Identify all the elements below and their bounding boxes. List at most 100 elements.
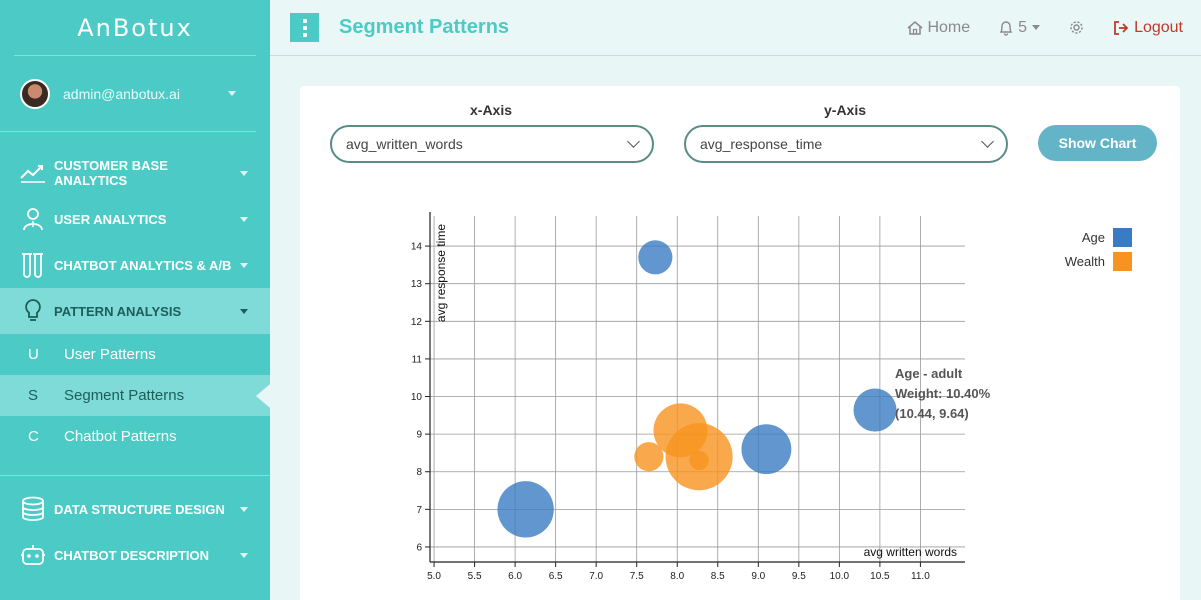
chevron-down-icon xyxy=(228,91,236,96)
dot-icon xyxy=(302,25,307,30)
chevron-down-icon xyxy=(627,135,640,148)
page-title: Segment Patterns xyxy=(339,16,510,38)
tooltip-title: Age - adult xyxy=(895,366,963,381)
subnav-label: Chatbot Patterns xyxy=(64,428,177,445)
dot-icon xyxy=(302,18,307,23)
x-tick-label: 11.0 xyxy=(911,571,930,582)
y-axis-select[interactable]: avg_response_time xyxy=(684,125,1008,163)
nav-label: CUSTOMER BASE ANALYTICS xyxy=(54,158,168,188)
subnav-label: Segment Patterns xyxy=(64,387,185,404)
nav-customer-base-analytics[interactable]: CUSTOMER BASE ANALYTICS xyxy=(0,150,270,196)
user-menu[interactable]: admin@anbotux.ai xyxy=(0,56,256,132)
subnav-chatbot-patterns[interactable]: C Chatbot Patterns xyxy=(0,416,270,457)
chevron-down-icon xyxy=(981,135,994,148)
menu-toggle-button[interactable] xyxy=(290,13,319,42)
subnav-segment-patterns[interactable]: S Segment Patterns xyxy=(0,375,270,416)
age-bubble xyxy=(853,388,897,432)
home-icon xyxy=(907,20,923,35)
x-tick-label: 10.5 xyxy=(870,571,890,582)
x-tick-label: 5.5 xyxy=(468,571,482,582)
x-tick-label: 6.5 xyxy=(549,571,563,582)
age-bubble xyxy=(638,240,673,275)
y-axis-title: avg response time xyxy=(434,224,448,322)
y-tick-label: 9 xyxy=(416,430,422,441)
chart-legend: Age Wealth xyxy=(1065,225,1132,273)
top-header: Segment Patterns Home 5 Logout xyxy=(270,0,1201,56)
chart-axes: 5.0 5.5 6.0 6.5 7.0 7.5 8.0 8.5 9.0 9.5 10.0 10.5 11… xyxy=(411,212,965,582)
wealth-bubble xyxy=(634,442,664,472)
x-tick-label: 5.0 xyxy=(427,571,441,582)
nav-pattern-analysis[interactable]: PATTERN ANALYSIS xyxy=(0,288,270,334)
y-tick-label: 13 xyxy=(411,279,423,290)
x-tick-label: 10.0 xyxy=(830,571,850,582)
x-tick-label: 8.0 xyxy=(670,571,684,582)
database-icon xyxy=(20,496,46,522)
chart-card: x-Axis y-Axis avg_written_words avg_resp… xyxy=(300,86,1180,600)
legend-swatch xyxy=(1113,251,1132,271)
y-tick-label: 12 xyxy=(411,317,423,328)
tooltip-coords: (10.44, 9.64) xyxy=(895,406,969,421)
home-label: Home xyxy=(927,18,971,36)
nav-user-analytics[interactable]: USER ANALYTICS xyxy=(0,196,270,242)
chevron-down-icon xyxy=(240,506,248,512)
age-bubble xyxy=(497,481,554,538)
subnav-letter: U xyxy=(28,346,39,363)
nav-chatbot-description[interactable]: CHATBOT DESCRIPTION xyxy=(0,532,270,578)
sub-nav: U User Patterns S Segment Patterns C Cha… xyxy=(0,334,270,457)
x-axis-title: avg written words xyxy=(864,545,957,559)
subnav-label: User Patterns xyxy=(64,346,156,363)
logout-label: Logout xyxy=(1134,18,1183,36)
x-tick-label: 8.5 xyxy=(711,571,725,582)
legend-item-wealth[interactable]: Wealth xyxy=(1065,249,1132,273)
x-tick-label: 6.0 xyxy=(508,571,522,582)
y-tick-label: 14 xyxy=(411,242,423,253)
chevron-down-icon xyxy=(240,262,248,268)
brand-logo: AnBotux xyxy=(14,0,256,56)
nav-label: CHATBOT DESCRIPTION xyxy=(54,547,210,563)
legend-item-age[interactable]: Age xyxy=(1065,225,1132,249)
logout-link[interactable]: Logout xyxy=(1113,19,1183,37)
settings-button[interactable] xyxy=(1068,19,1085,36)
x-axis-select[interactable]: avg_written_words xyxy=(330,125,654,163)
subnav-letter: C xyxy=(28,428,39,445)
x-axis-select-label: x-Axis xyxy=(470,102,513,118)
logout-icon xyxy=(1114,20,1129,35)
subnav-letter: S xyxy=(28,387,39,404)
x-tick-label: 7.5 xyxy=(630,571,644,582)
legend-label: Age xyxy=(1081,229,1105,245)
flask-icon xyxy=(20,252,46,278)
chevron-down-icon xyxy=(240,552,248,558)
x-tick-label: 7.0 xyxy=(589,571,603,582)
y-tick-label: 8 xyxy=(416,467,422,478)
gear-icon xyxy=(1070,21,1083,34)
bell-icon xyxy=(1000,20,1013,36)
chevron-down-icon xyxy=(240,216,248,222)
y-tick-label: 6 xyxy=(416,542,422,553)
notification-count: 5 xyxy=(1018,18,1028,36)
wealth-bubble xyxy=(689,450,709,471)
nav-label: DATA STRUCTURE DESIGN xyxy=(54,501,225,517)
user-email: admin@anbotux.ai xyxy=(63,85,180,102)
chevron-down-icon xyxy=(1032,25,1041,30)
chart-tooltip: Age - adult Weight: 10.40% (10.44, 9.64) xyxy=(895,366,991,421)
sidebar: AnBotux admin@anbotux.ai CUSTOMER BASE A… xyxy=(0,0,270,600)
bubble-chart: 5.0 5.5 6.0 6.5 7.0 7.5 8.0 8.5 9.0 9.5 10.0 10.5 11… xyxy=(411,212,991,582)
trend-line-icon xyxy=(20,160,46,186)
show-chart-button[interactable]: Show Chart xyxy=(1038,125,1157,161)
tooltip-weight: Weight: 10.40% xyxy=(895,386,991,401)
subnav-user-patterns[interactable]: U User Patterns xyxy=(0,334,270,375)
avatar xyxy=(20,78,50,109)
chevron-down-icon xyxy=(240,170,248,176)
nav-chatbot-analytics[interactable]: CHATBOT ANALYTICS & A/B xyxy=(0,242,270,288)
home-link[interactable]: Home xyxy=(907,19,970,37)
y-tick-label: 11 xyxy=(412,354,423,365)
secondary-nav: DATA STRUCTURE DESIGN CHATBOT DESCRIPTIO… xyxy=(0,486,270,578)
nav-data-structure-design[interactable]: DATA STRUCTURE DESIGN xyxy=(0,486,270,532)
lightbulb-icon xyxy=(20,298,46,324)
notifications-dropdown[interactable]: 5 xyxy=(998,18,1041,37)
user-icon xyxy=(20,206,46,232)
dot-icon xyxy=(302,32,307,37)
chart-bubbles xyxy=(497,240,897,538)
nav-label: PATTERN ANALYSIS xyxy=(54,303,182,319)
legend-swatch xyxy=(1113,227,1132,247)
